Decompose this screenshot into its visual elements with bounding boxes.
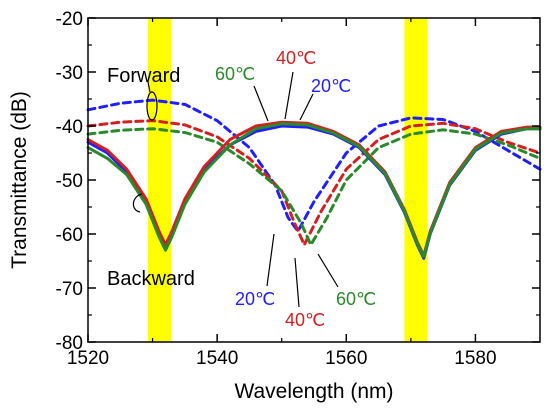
series-lines [86,98,542,260]
label-60c-forward: 60℃ [215,64,255,84]
series-forward-40c [86,119,542,247]
forward-pointer [147,81,151,93]
arrow-60c-backward [317,253,339,288]
y-tick-label: -60 [56,225,83,246]
x-tick-label: 1560 [325,348,367,369]
arrow-20c-forward [299,93,314,121]
x-tick-label: 1580 [454,348,496,369]
backward-marker-arc [132,193,143,213]
label-20c-forward: 20℃ [311,76,351,96]
arrow-20c-backward [266,233,275,287]
y-tick-label: -50 [56,171,83,192]
y-axis-title: Transmittance (dB) [8,91,31,269]
arrow-40c-backward [294,257,300,308]
arrow-60c-forward [253,85,269,122]
tick-labels: 1520 1540 1560 1580 -80 -70 -60 -50 -40 -30 -20 [56,9,497,369]
series-forward-20c [86,98,542,233]
x-axis-title: Wavelength (nm) [234,380,393,403]
arrow-40c-forward [284,71,294,120]
backward-label: Backward [107,268,195,290]
series-backward-60c [86,122,542,259]
label-40c-forward: 40℃ [276,48,316,68]
y-tick-label: -40 [56,117,83,138]
label-60c-backward: 60℃ [336,289,376,309]
x-tick-label: 1520 [67,348,109,369]
y-tick-label: -20 [56,9,83,30]
annotation-markers [132,71,339,308]
y-tick-label: -70 [56,279,83,300]
highlight-band-2 [404,18,428,342]
axis-ticks [87,17,540,343]
y-tick-label: -80 [56,333,83,354]
label-40c-backward: 40℃ [285,310,325,330]
series-forward-60c [86,127,542,247]
forward-marker-ellipse [146,91,158,121]
label-20c-backward: 20℃ [235,289,275,309]
x-tick-label: 1540 [196,348,238,369]
y-tick-label: -30 [56,63,83,84]
forward-label: Forward [107,65,180,87]
